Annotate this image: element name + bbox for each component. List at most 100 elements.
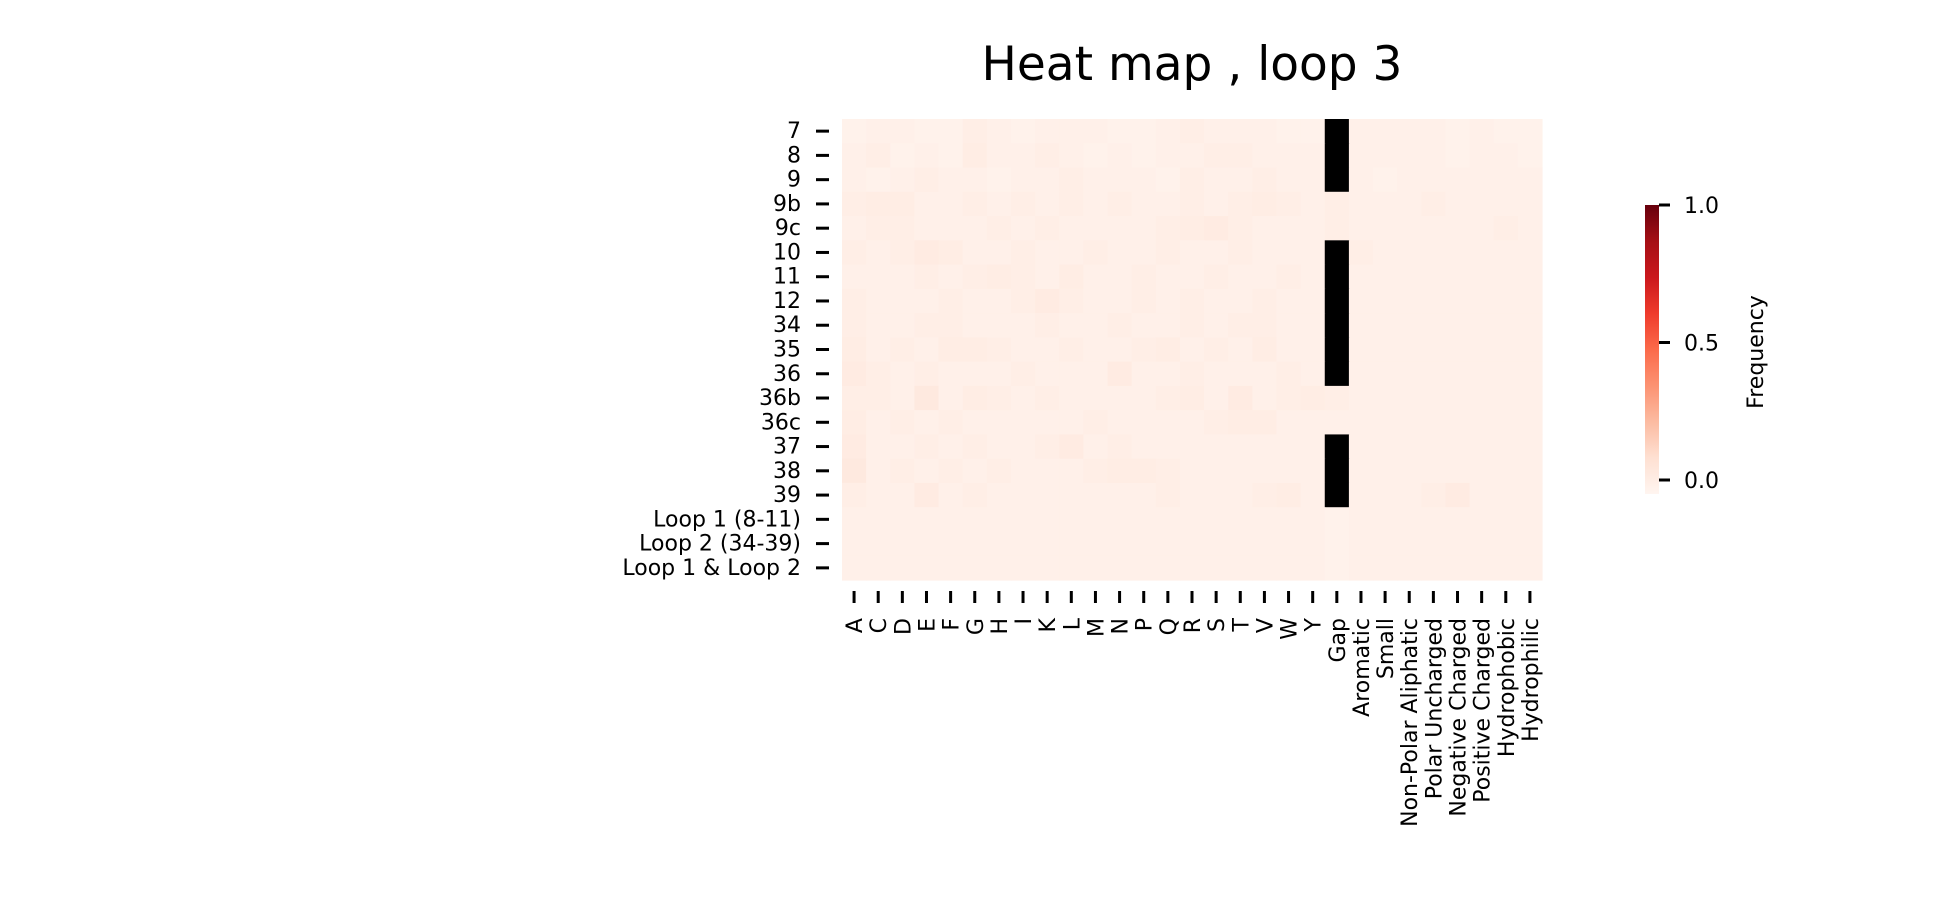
heatmap-cell — [890, 191, 916, 217]
heatmap-cell — [1252, 240, 1278, 266]
heatmap-cell — [1421, 313, 1447, 338]
heatmap-cell — [1421, 434, 1447, 460]
heatmap-cell — [890, 507, 916, 533]
y-tick-label: Loop 1 (8-11) — [653, 507, 801, 532]
heatmap-cell — [842, 337, 867, 363]
heatmap-cell — [1228, 288, 1253, 314]
heatmap-cell — [890, 531, 916, 557]
heatmap-cell — [1131, 482, 1157, 508]
heatmap-cell — [1179, 482, 1205, 508]
heatmap-cell — [1083, 410, 1109, 436]
heatmap-cell — [962, 191, 988, 217]
x-tick-label: N — [1109, 618, 1134, 634]
heatmap-cell — [1517, 167, 1543, 193]
heatmap-cell — [938, 288, 964, 314]
heatmap-cell — [1493, 410, 1519, 436]
heatmap-cell — [1204, 167, 1229, 193]
heatmap-cell — [1324, 410, 1350, 436]
heatmap-cell — [842, 216, 867, 241]
heatmap-cell — [890, 337, 916, 363]
heatmap-cell — [962, 288, 988, 314]
heatmap-cell — [1155, 191, 1181, 217]
heatmap-cell — [1397, 313, 1422, 338]
heatmap-cell — [1204, 337, 1229, 363]
heatmap-cell — [1059, 216, 1084, 241]
heatmap-cell — [1300, 288, 1326, 314]
heatmap-cell — [1179, 531, 1205, 557]
heatmap-cell — [1131, 555, 1157, 581]
heatmap-cell — [842, 482, 867, 508]
x-tick-label: Hydrophobic — [1495, 618, 1520, 757]
heatmap-cell — [1493, 191, 1519, 217]
heatmap-cell — [1083, 119, 1109, 144]
heatmap-cell — [914, 167, 940, 193]
heatmap-cell — [1324, 385, 1350, 411]
heatmap-cell — [1445, 143, 1471, 169]
x-tick-label: A — [843, 618, 868, 633]
heatmap-cell — [1517, 143, 1543, 169]
heatmap-cell — [1300, 434, 1326, 460]
heatmap-cell — [1397, 337, 1422, 363]
heatmap-cell — [866, 337, 891, 363]
heatmap-cell — [986, 143, 1012, 169]
heatmap-cell — [1155, 507, 1181, 533]
heatmap-cell — [866, 434, 891, 460]
heatmap-cell — [914, 240, 940, 266]
heatmap-cell — [1010, 191, 1036, 217]
heatmap-cell — [1010, 482, 1036, 508]
y-tick-label: 36 — [773, 362, 801, 387]
heatmap-cell — [1131, 143, 1157, 169]
heatmap-cell — [962, 410, 988, 436]
heatmap-cells — [842, 119, 1543, 581]
heatmap-cell — [914, 482, 940, 508]
heatmap-cell — [1445, 216, 1471, 241]
heatmap-cell — [1228, 385, 1253, 411]
x-tick-label: Positive Charged — [1471, 618, 1496, 803]
heatmap-cell — [1083, 143, 1109, 169]
heatmap-cell — [1010, 264, 1036, 290]
heatmap-cell — [962, 216, 988, 241]
heatmap-cell — [1469, 191, 1495, 217]
heatmap-cell — [938, 507, 964, 533]
heatmap-cell — [914, 555, 940, 581]
heatmap-cell — [938, 434, 964, 460]
heatmap-cell — [1035, 555, 1060, 581]
heatmap-cell — [1228, 458, 1253, 484]
heatmap-cell — [1469, 410, 1495, 436]
heatmap-cell — [890, 434, 916, 460]
heatmap-cell — [866, 507, 891, 533]
heatmap-cell — [1373, 167, 1398, 193]
heatmap-cell — [938, 167, 964, 193]
y-tick-label: 9 — [787, 168, 801, 193]
heatmap-cell — [1010, 240, 1036, 266]
heatmap-cell — [1035, 240, 1060, 266]
heatmap-cell — [1252, 191, 1278, 217]
heatmap-cell — [1228, 264, 1253, 290]
heatmap-cell — [1517, 507, 1543, 533]
heatmap-cell — [914, 288, 940, 314]
heatmap-cell — [1107, 264, 1133, 290]
heatmap-cell — [1131, 337, 1157, 363]
heatmap-cell — [1348, 264, 1374, 290]
heatmap-cell — [1469, 167, 1495, 193]
heatmap-cell — [1059, 361, 1084, 387]
heatmap-cell — [1517, 385, 1543, 411]
heatmap-cell — [1469, 119, 1495, 144]
heatmap-cell — [890, 143, 916, 169]
heatmap-cell — [1493, 531, 1519, 557]
heatmap-cell — [938, 531, 964, 557]
heatmap-cell — [1300, 143, 1326, 169]
heatmap-cell — [1035, 361, 1060, 387]
heatmap-cell — [1252, 434, 1278, 460]
x-tick-label: Small — [1374, 618, 1399, 679]
heatmap-cell — [1204, 361, 1229, 387]
heatmap-cell — [1373, 216, 1398, 241]
heatmap-cell — [1493, 240, 1519, 266]
heatmap-cell — [1397, 507, 1422, 533]
heatmap-cell — [938, 555, 964, 581]
heatmap-cell — [866, 361, 891, 387]
heatmap-cell — [1179, 119, 1205, 144]
x-tick-label: Aromatic — [1350, 618, 1375, 717]
heatmap-cell — [1179, 385, 1205, 411]
